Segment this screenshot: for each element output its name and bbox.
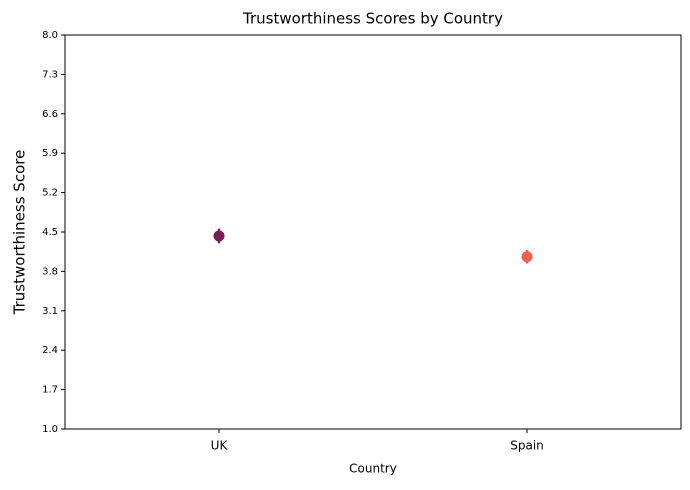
x-axis-label: Country [349,462,397,476]
y-tick-label: 2.4 [42,345,58,356]
y-tick-label: 4.5 [42,227,58,238]
x-tick-label: Spain [510,439,544,453]
x-tick-label: UK [211,439,229,453]
y-tick-label: 5.2 [42,188,58,199]
y-axis-label: Trustworthiness Score [11,150,29,316]
y-tick-label: 1.0 [42,424,58,435]
y-tick-label: 6.6 [42,109,58,120]
point [521,251,533,263]
y-tick-label: 7.3 [42,69,58,80]
chart-title: Trustworthiness Scores by Country [242,10,503,28]
y-tick-label: 5.9 [42,148,58,159]
y-tick-label: 3.1 [42,306,58,317]
y-tick-label: 8.0 [42,30,58,41]
y-tick-label: 3.8 [42,266,58,277]
y-tick-label: 1.7 [42,385,58,396]
point [213,230,225,242]
